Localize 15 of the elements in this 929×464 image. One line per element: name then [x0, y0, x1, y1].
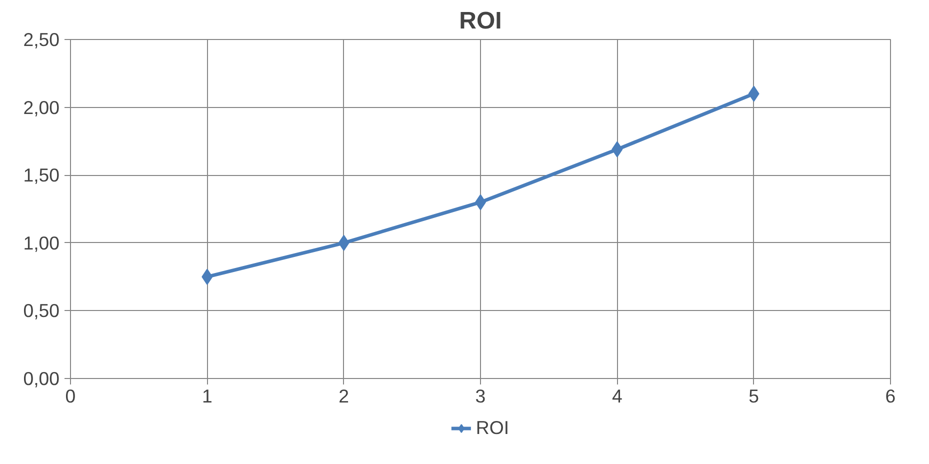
x-tick-label: 2 — [338, 386, 350, 406]
y-tick-label: 2,50 — [23, 29, 60, 50]
y-tick-label: 0,50 — [23, 300, 60, 322]
x-tick-label: 1 — [202, 386, 212, 406]
y-tick-label: 1,50 — [23, 164, 60, 186]
y-tick-label: 0,00 — [23, 368, 60, 389]
x-tick-label: 4 — [612, 386, 622, 406]
y-tick-label: 2,00 — [23, 96, 60, 118]
x-tick-label: 6 — [885, 386, 896, 406]
x-tick-label: 5 — [748, 386, 760, 406]
y-tick-label: 1,00 — [23, 232, 60, 254]
x-tick-label: 0 — [65, 386, 76, 406]
chart-title: ROI — [459, 8, 502, 34]
legend-label: ROI — [476, 416, 510, 438]
x-tick-label: 3 — [475, 386, 486, 406]
